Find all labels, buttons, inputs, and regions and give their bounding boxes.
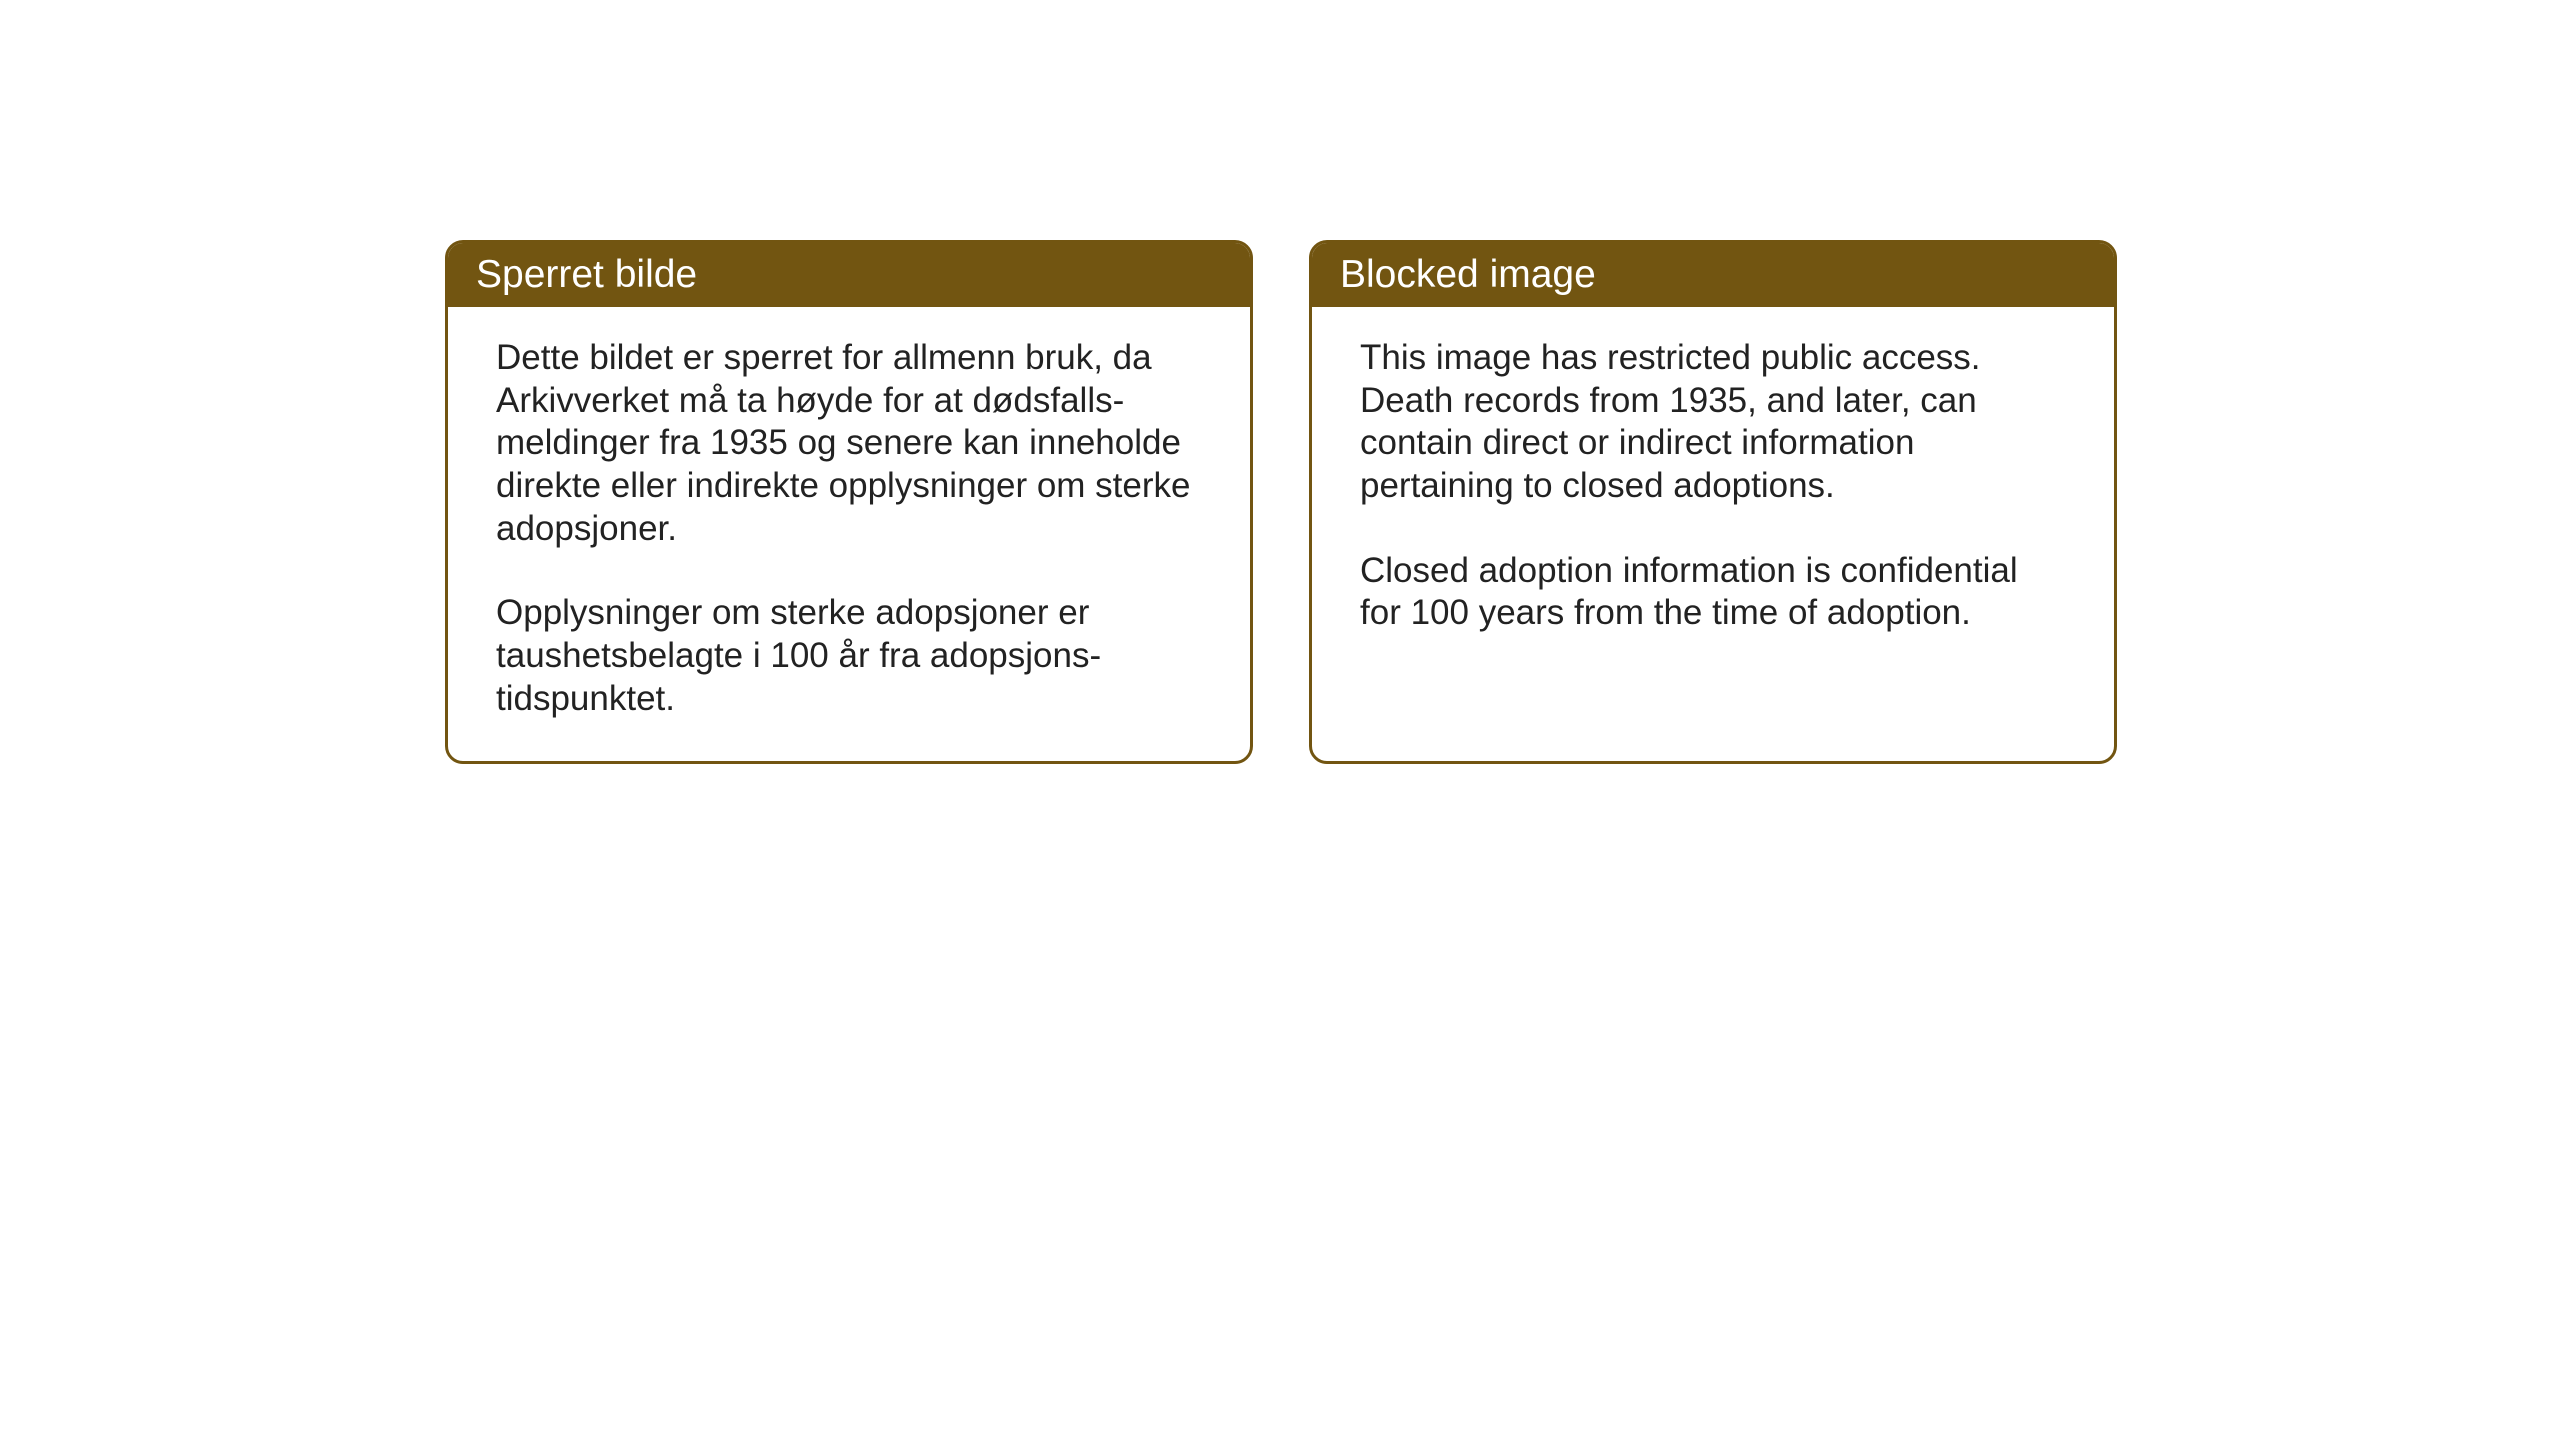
card-paragraph: Closed adoption information is confident…: [1360, 550, 2066, 635]
notice-card-norwegian: Sperret bilde Dette bildet er sperret fo…: [445, 240, 1253, 764]
card-body: Dette bildet er sperret for allmenn bruk…: [448, 307, 1250, 761]
card-paragraph: Opplysninger om sterke adopsjoner er tau…: [496, 592, 1202, 720]
notice-card-english: Blocked image This image has restricted …: [1309, 240, 2117, 764]
card-title: Sperret bilde: [448, 243, 1250, 307]
card-paragraph: Dette bildet er sperret for allmenn bruk…: [496, 337, 1202, 550]
notice-container: Sperret bilde Dette bildet er sperret fo…: [445, 240, 2117, 764]
card-body: This image has restricted public access.…: [1312, 307, 2114, 675]
card-title: Blocked image: [1312, 243, 2114, 307]
card-paragraph: This image has restricted public access.…: [1360, 337, 2066, 508]
